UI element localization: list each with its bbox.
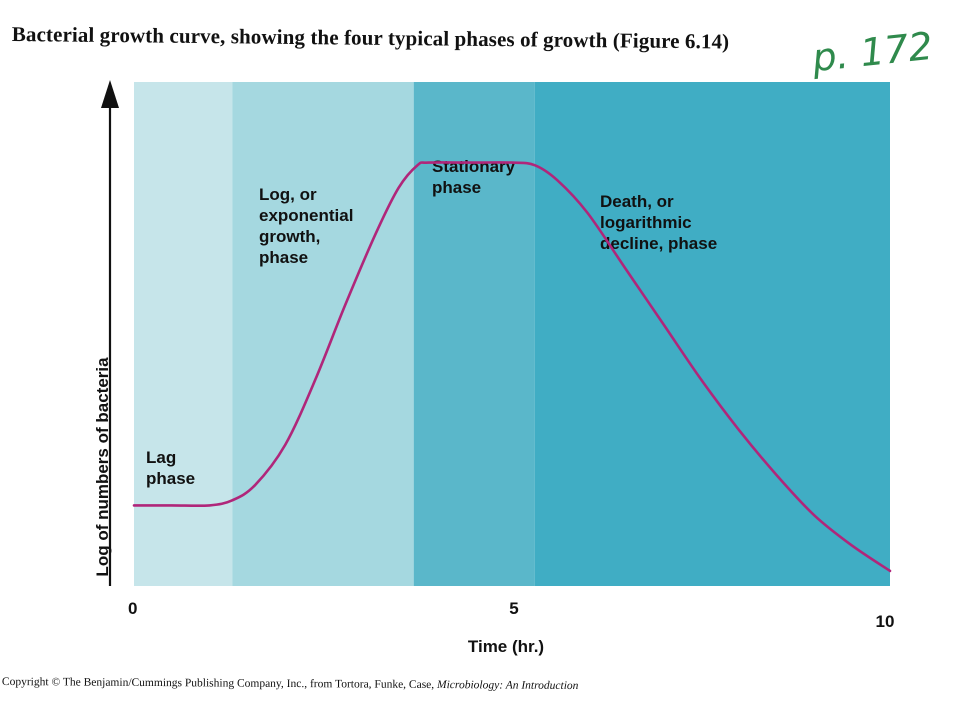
growth-curve-line	[132, 161, 892, 573]
phase-band-stationary	[413, 82, 535, 586]
phase-label-lag: Lag phase	[146, 448, 195, 488]
axes-layer: 0 5 10 Time (hr.) Log of numbers of bacteria	[93, 80, 894, 656]
phase-band-death	[534, 82, 890, 586]
phase-bands	[134, 82, 890, 586]
phase-band-log	[232, 82, 414, 586]
y-axis-title: Log of numbers of bacteria	[93, 357, 112, 577]
x-axis-title: Time (hr.)	[468, 637, 544, 656]
x-tick-label-5: 5	[509, 599, 518, 618]
phase-label-death: Death, or logarithmic decline, phase	[600, 192, 717, 253]
phase-label-log: Log, or exponential growth, phase	[259, 185, 353, 267]
x-tick-label-10: 10	[876, 612, 895, 631]
y-axis-arrowhead	[101, 80, 119, 108]
series-layer	[132, 161, 892, 573]
copyright-book-title: Microbiology: An Introduction	[437, 679, 579, 693]
x-tick-label-0: 0	[128, 599, 137, 618]
phase-band-lag	[134, 82, 233, 586]
